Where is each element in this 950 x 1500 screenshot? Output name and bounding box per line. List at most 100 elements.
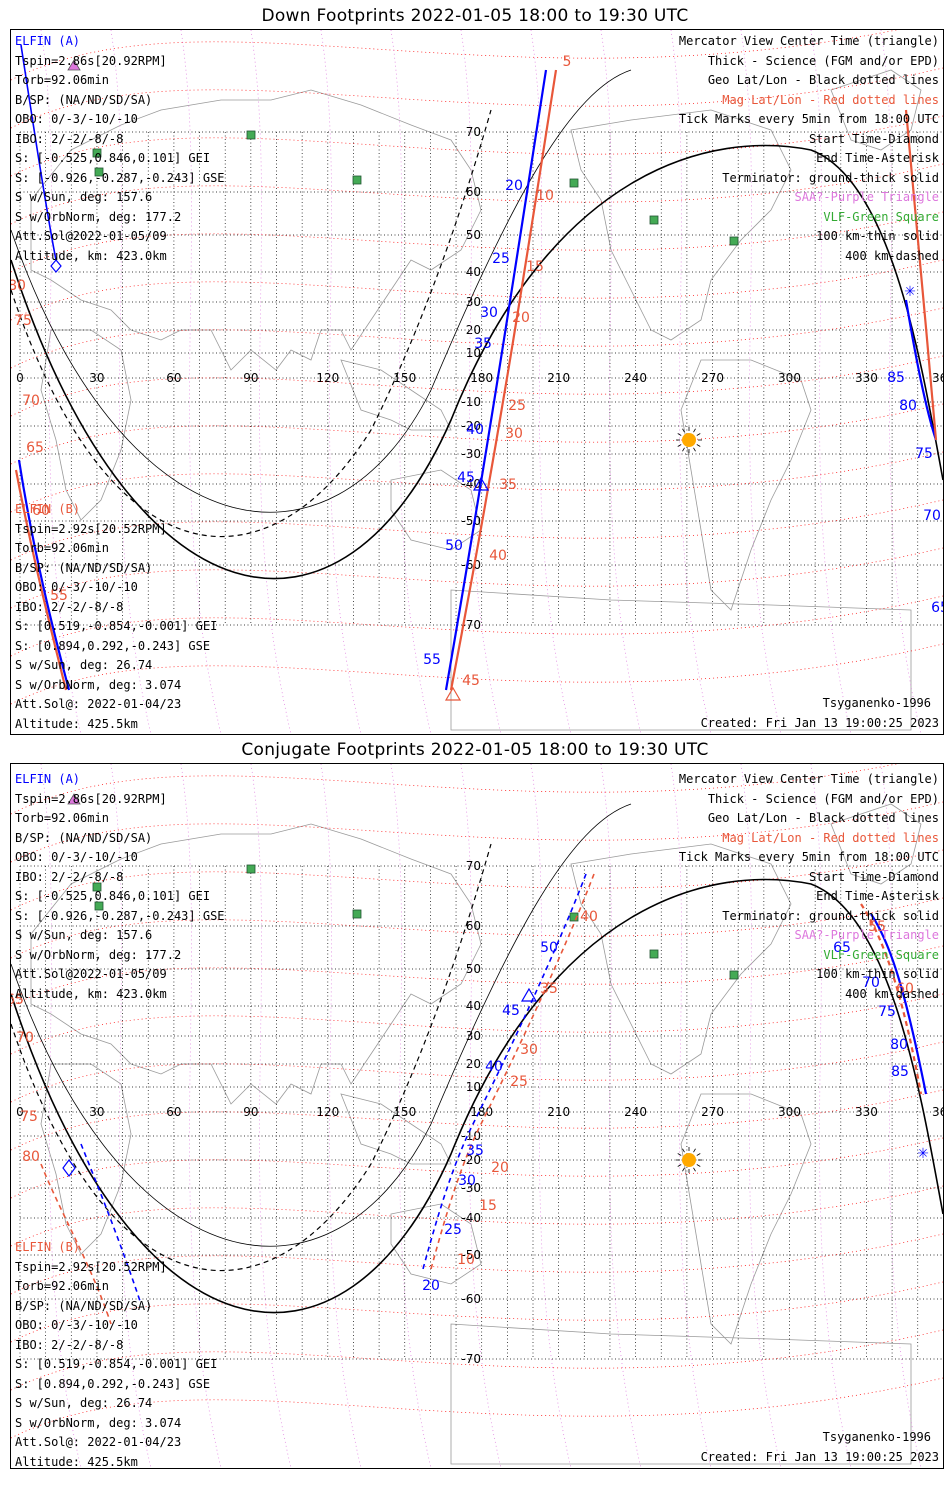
- track-a-tick-label: 30: [458, 1173, 476, 1189]
- track-a-tick-label: 75: [878, 1004, 896, 1020]
- legend: Mercator View Center Time (triangle) Thi…: [679, 32, 939, 266]
- land-layer: [30, 69, 922, 731]
- terminator-100km: [11, 69, 632, 513]
- sun-ray: [693, 428, 696, 433]
- track-b-tick-label: 20: [491, 1160, 509, 1176]
- sat-a-obo: OBO: 0/-3/-10/-10: [15, 112, 138, 126]
- longitude-tick-label: 0: [16, 1105, 24, 1119]
- mag-latitude-line: [11, 1137, 943, 1199]
- mag-latitude-label: 80: [11, 278, 26, 294]
- latitude-tick-label: -50: [461, 514, 481, 528]
- land-outline: [450, 589, 912, 731]
- track-a-tick-label: 80: [890, 1037, 908, 1053]
- legend-line: Tick Marks every 5min from 18:00 UTC: [678, 112, 939, 126]
- longitude-tick-label: 150: [393, 1105, 416, 1119]
- longitude-tick-label: 210: [547, 371, 570, 385]
- mag-latitude-line: [11, 1377, 943, 1439]
- sun-ray: [696, 1164, 701, 1167]
- mag-latitude-line: [11, 30, 898, 81]
- mag-longitude-line: [460, 764, 502, 1468]
- sat-a-obo: OBO: 0/-3/-10/-10: [15, 850, 138, 864]
- sun-ray: [696, 433, 701, 436]
- track-b-tick-label: 40: [580, 909, 598, 925]
- longitude-tick-label: 90: [243, 371, 258, 385]
- sat-b-tspin: Tspin=2.92s[20.52RPM]: [15, 521, 167, 536]
- sat-a-sun-angle: S w/Sun, deg: 157.6: [15, 190, 153, 204]
- latitude-tick-label: -60: [461, 1292, 481, 1306]
- mag-latitude-label: 80: [22, 1149, 40, 1165]
- sat-b-info: ELFIN (B) Tspin=2.92s[20.52RPM] Torb=92.…: [15, 500, 217, 734]
- sat-a-torb: Torb=92.06min: [15, 811, 109, 825]
- track-a-tick-label: 70: [923, 508, 941, 524]
- mag-latitude-label: 65: [11, 992, 24, 1008]
- terminator-ground: [11, 144, 943, 580]
- mag-latitude-line: [11, 897, 943, 959]
- sat-b-attsol: Att.Sol@: 2022-01-04/23: [15, 1435, 182, 1449]
- legend-line: Geo Lat/Lon - Black dotted lines: [707, 811, 939, 825]
- sat-b-orbnorm: S w/OrbNorm, deg: 3.074: [15, 677, 182, 692]
- legend-line: VLF-Green Square: [823, 209, 939, 224]
- longitude-tick-label: 270: [701, 371, 724, 385]
- legend: Mercator View Center Time (triangle) Thi…: [679, 770, 939, 1004]
- conjugate-map-canvas: 0 30 60 90 120 150 180 210 240 270 300 330 360 70 60 50…: [11, 764, 943, 1468]
- mag-longitude-line: [670, 30, 712, 734]
- track-b-conjugate: [430, 873, 595, 1270]
- latitude-tick-label: -40: [461, 1211, 481, 1225]
- track-b-tick-label: 30: [520, 1042, 538, 1058]
- legend-line: 400 km-dashed: [845, 986, 939, 1001]
- land-outline: [30, 89, 482, 371]
- sat-a-orbnorm: S w/OrbNorm, deg: 177.2: [15, 209, 182, 224]
- sun-disk: [682, 1153, 696, 1167]
- created-timestamp: Created: Fri Jan 13 19:00:25 2023: [700, 716, 939, 730]
- mag-grid: [11, 764, 943, 1468]
- sun-ray: [677, 444, 682, 447]
- sun-ray: [696, 1153, 701, 1156]
- mag-longitude-line: [180, 764, 222, 1468]
- legend-line: Mercator View Center Time (triangle): [678, 772, 939, 786]
- sat-a-info: ELFIN (A) Tspin=2.86s[20.92RPM] Torb=92.…: [15, 32, 225, 266]
- latitude-tick-label: 20: [466, 323, 481, 337]
- mag-longitude-line: [250, 764, 292, 1468]
- sat-b-ibo: IBO: 2/-2/-8/-8: [15, 1337, 124, 1352]
- legend-line: VLF-Green Square: [823, 947, 939, 962]
- mag-latitude-label: 70: [22, 393, 40, 409]
- track-a-conjugate: [422, 873, 587, 1270]
- track-a-conjugate: [80, 1143, 142, 1305]
- mag-longitude-line: [320, 764, 362, 1468]
- sat-b-gse: S: [0.894,0.292,-0.243] GSE: [15, 638, 211, 653]
- sun-ray: [693, 1167, 696, 1172]
- land-outline: [570, 109, 792, 341]
- land-outline: [680, 1093, 812, 1345]
- terminator-ground: [11, 878, 943, 1314]
- track-b-tick-label: 20: [512, 310, 530, 326]
- sat-a-torb: Torb=92.06min: [15, 73, 109, 87]
- track-a-science: [17, 459, 71, 691]
- track-a-tick-label: 20: [422, 1278, 440, 1294]
- latitude-tick-label: 50: [466, 962, 481, 976]
- sat-b-sun-angle: S w/Sun, deg: 26.74: [15, 1396, 153, 1410]
- terminator-100km: [11, 803, 632, 1247]
- track-b-end: [860, 903, 923, 1095]
- vlf-station-square: [92, 148, 102, 158]
- track-a-tick-label: 50: [540, 940, 558, 956]
- mag-latitude-line: [11, 643, 943, 705]
- latitude-tick-label: -50: [461, 1248, 481, 1262]
- track-b-tick-label: 45: [462, 673, 480, 689]
- latitude-tick-label: -60: [461, 558, 481, 572]
- track-a-tick-label: 25: [444, 1222, 462, 1238]
- mag-longitude-line: [880, 30, 922, 734]
- legend-line: SAA?-Purple Triangle: [794, 190, 940, 204]
- mag-latitude-line: [11, 451, 943, 513]
- mag-latitude-line: [11, 67, 943, 129]
- track-a-tick-label: 65: [833, 940, 851, 956]
- mag-latitude-line: [11, 499, 943, 561]
- track-a-tick-label: 45: [457, 470, 475, 486]
- land-outline: [40, 1063, 132, 1255]
- track-a-tick-label: 75: [915, 446, 933, 462]
- sat-b-obo: OBO: 0/-3/-10/-10: [15, 1318, 138, 1332]
- track-b-tick-label: 60: [896, 981, 914, 997]
- sat-b-altitude: Altitude: 425.5km: [15, 716, 138, 731]
- mag-longitude-line: [390, 30, 432, 734]
- track-a-tick-label: 35: [466, 1143, 484, 1159]
- land-outline: [830, 69, 922, 151]
